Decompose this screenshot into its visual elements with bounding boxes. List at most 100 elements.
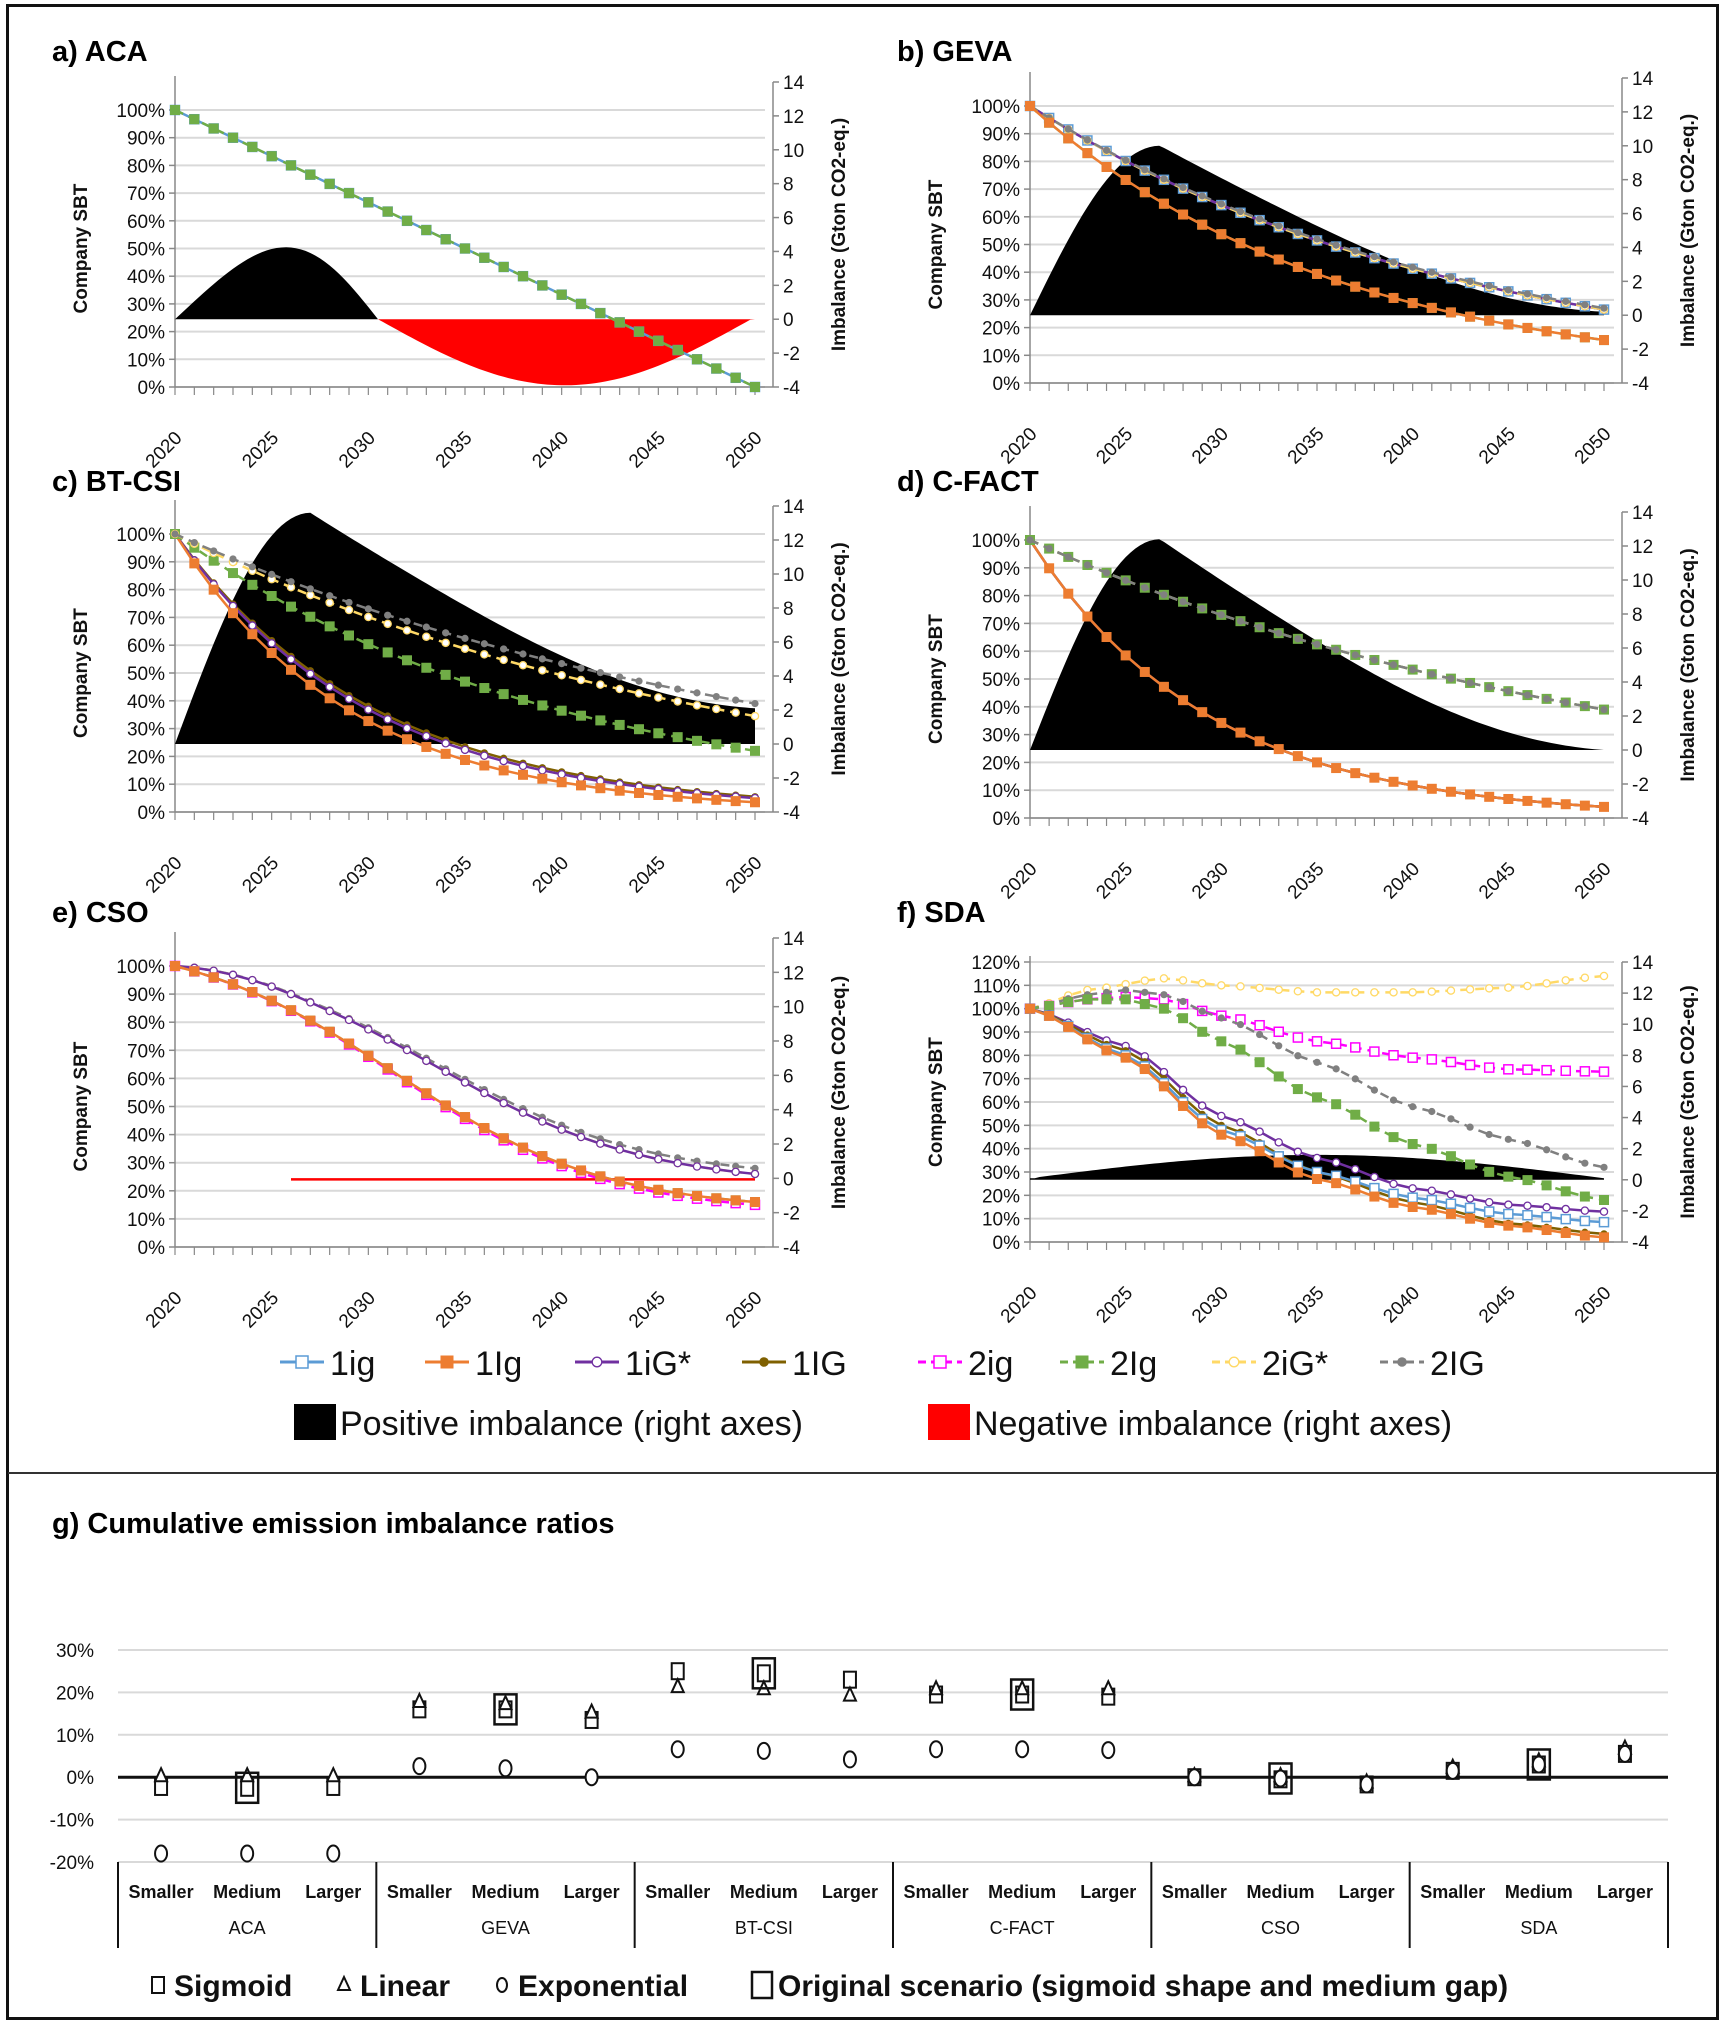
data-point: [595, 783, 606, 794]
y-tick-label: 20%: [127, 1182, 165, 1203]
data-point: [537, 700, 548, 711]
data-point: [1009, 1678, 1035, 1711]
data-point: [634, 724, 644, 735]
data-point: [1543, 1146, 1551, 1154]
data-point: [1465, 1213, 1476, 1224]
data-point: [228, 568, 238, 579]
data-point: [1580, 973, 1590, 982]
data-point: [1197, 979, 1207, 988]
y-tick-label: 50%: [982, 1116, 1020, 1137]
data-point: [1294, 1052, 1302, 1060]
data-point: [498, 1759, 513, 1778]
data-point: [266, 591, 277, 602]
data-point: [1312, 268, 1322, 279]
x-tick-label: 2020: [997, 859, 1042, 904]
data-point: [266, 995, 277, 1006]
data-point: [1101, 1741, 1116, 1760]
data-point: [518, 694, 528, 705]
data-point: [1293, 1147, 1303, 1157]
y-tick-label: 40%: [127, 1126, 165, 1147]
legend-label: Sigmoid: [174, 1970, 292, 2003]
data-point: [1541, 1064, 1552, 1076]
data-point: [576, 1165, 586, 1176]
data-point: [460, 754, 470, 765]
data-point: [1504, 1200, 1513, 1209]
data-point: [1484, 791, 1495, 802]
data-point: [1273, 1157, 1284, 1168]
data-point: [1428, 1107, 1436, 1116]
y2-axis-title: Imbalance (Gton CO2-eq.): [1678, 548, 1699, 781]
data-point: [518, 1108, 528, 1117]
data-point: [1082, 994, 1093, 1005]
x-tick-label: 2020: [142, 853, 187, 898]
data-point: [1504, 687, 1512, 695]
y-tick-label: -20%: [50, 1853, 94, 1874]
panel-g-legend: Sigmoid Linear Exponential Original scenari…: [151, 1970, 1508, 2003]
data-point: [1268, 1762, 1293, 1795]
legend-swatch: [928, 1404, 970, 1440]
y2-tick-label: 0: [1632, 306, 1643, 327]
data-point: [344, 188, 354, 199]
data-point: [1447, 675, 1455, 683]
data-point: [1426, 1204, 1437, 1215]
data-point: [1599, 1195, 1609, 1205]
data-point: [1484, 984, 1494, 993]
data-point: [1542, 1203, 1551, 1212]
data-point: [1359, 1775, 1374, 1794]
data-point: [538, 666, 547, 675]
legend-marker: [1228, 1356, 1240, 1368]
data-point: [750, 1169, 760, 1179]
legend-marker: [750, 1970, 774, 2000]
data-point: [1598, 1066, 1610, 1077]
data-point: [538, 655, 546, 663]
y2-tick-label: -2: [783, 1204, 800, 1225]
y-tick-label: 20%: [127, 323, 165, 344]
data-point: [363, 197, 374, 208]
y2-tick-label: 14: [1632, 953, 1654, 974]
data-point: [1178, 209, 1189, 220]
data-point: [460, 745, 470, 755]
data-point: [1082, 1034, 1093, 1045]
data-point: [1599, 801, 1609, 812]
series-exponential: [154, 1740, 1632, 1863]
legend-label: 2Ig: [1110, 1345, 1157, 1383]
data-point: [730, 1195, 741, 1206]
data-point: [1216, 1036, 1227, 1047]
data-point: [325, 598, 334, 607]
data-point: [1370, 1086, 1378, 1094]
y-tick-label: 80%: [127, 156, 165, 177]
data-point: [1139, 999, 1150, 1009]
y2-tick-label: 12: [783, 107, 804, 128]
y-tick-label: 70%: [127, 184, 165, 205]
x-tick-label: 2030: [335, 428, 380, 473]
data-point: [1063, 133, 1074, 144]
x-tick-label: 2035: [432, 428, 477, 473]
data-point: [480, 751, 489, 760]
data-point: [461, 634, 469, 642]
data-point: [440, 669, 451, 680]
data-point: [673, 697, 682, 706]
data-point: [403, 617, 411, 625]
data-point: [306, 590, 315, 600]
data-point: [1063, 997, 1074, 1008]
panel-c-title: c) BT-CSI: [52, 466, 181, 498]
data-point: [1369, 1121, 1380, 1132]
y-tick-label: 90%: [982, 559, 1020, 580]
group-label: C-FACT: [990, 1918, 1055, 1938]
data-point: [421, 1088, 432, 1099]
data-point: [1254, 246, 1265, 257]
data-point: [1579, 1191, 1590, 1202]
y2-tick-label: 6: [1632, 639, 1643, 660]
data-point: [1389, 988, 1398, 997]
data-point: [693, 689, 701, 697]
data-point: [595, 308, 606, 319]
negative-imbalance-area: [175, 319, 755, 386]
y2-tick-label: 2: [783, 1135, 794, 1156]
y-tick-label: 60%: [982, 208, 1020, 229]
data-point: [634, 787, 644, 798]
x-tick-label: 2045: [1475, 859, 1520, 904]
legend-item-negative: Negative imbalance (right axes): [928, 1404, 1452, 1443]
data-point: [402, 215, 412, 226]
data-point: [556, 705, 567, 716]
data-point: [1254, 736, 1265, 747]
